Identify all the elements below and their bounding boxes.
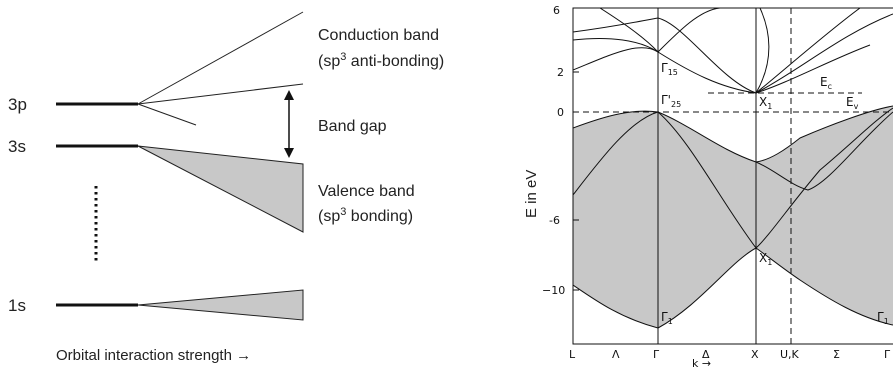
band-gap-label: Band gap (318, 118, 387, 135)
conduction-band-subtitle: (sp3 anti-bonding) (318, 51, 444, 70)
conduction-curve-3 (573, 13, 893, 94)
x-tick-Gamma: Γ (653, 348, 660, 361)
label-gamma15: Γ15 (661, 61, 678, 77)
right-diagram: 6 2 0 -6 −10 E in eV L Λ Γ Δ X U,K Σ Γ k… (523, 4, 893, 368)
valence-curve-2 (573, 107, 893, 249)
level-3p-label: 3p (8, 95, 27, 114)
label-ec: Ec (820, 75, 832, 91)
valence-bottom-curve (573, 247, 893, 329)
label-gamma25: Γ'25 (661, 93, 681, 109)
conduction-curve-5 (755, 8, 861, 94)
label-x1-mid: X1 (759, 251, 772, 267)
x-tick-Sigma: Σ (833, 348, 840, 361)
valence-region-fill (573, 106, 893, 328)
conduction-lower-line (137, 83, 304, 105)
valence-curve-3 (755, 111, 893, 191)
y-tick-neg10: −10 (542, 284, 565, 297)
label-ev: Ev (846, 95, 859, 111)
x-tick-Gamma-end: Γ (884, 348, 891, 361)
x-axis-label: k → (692, 357, 711, 368)
y-tick-neg6: -6 (549, 214, 560, 227)
y-tick-2: 2 (557, 66, 564, 79)
conduction-band-title: Conduction band (318, 27, 439, 44)
y-axis-label: E in eV (523, 170, 540, 218)
x-tick-X: X (751, 348, 759, 361)
level-1s-label: 1s (8, 296, 26, 315)
label-gamma1-right: Γ1 (877, 310, 889, 326)
1s-band-fill (137, 289, 304, 321)
left-diagram: 3p 3s 1s Conduction band (sp3 anti-bondi… (8, 11, 444, 364)
crossing-line (137, 103, 197, 126)
band-gap-arrow-head-top (284, 90, 294, 100)
valence-band-subtitle: (sp3 bonding) (318, 206, 413, 225)
valence-top-curve (573, 105, 893, 163)
y-ticks (573, 71, 579, 291)
conduction-curve-1 (573, 44, 871, 94)
y-tick-0: 0 (557, 106, 564, 119)
label-x1-top: X1 (759, 95, 772, 111)
conduction-curve-4 (599, 8, 659, 53)
x-tick-Lambda: Λ (612, 348, 620, 361)
valence-band-title: Valence band (318, 183, 415, 200)
band-gap-arrow-head-bottom (284, 148, 294, 158)
plot-frame (572, 7, 893, 345)
conduction-curve-2 (573, 8, 721, 53)
x-tick-L: L (569, 348, 576, 361)
valence-band-fill (137, 145, 304, 233)
label-gamma1-left: Γ1 (661, 310, 673, 326)
y-tick-6: 6 (553, 4, 560, 17)
x-tick-Delta: Δ (702, 348, 710, 361)
conduction-curve-6 (755, 8, 770, 94)
x-tick-UK: U,K (780, 348, 800, 361)
level-3s-label: 3s (8, 137, 26, 156)
conduction-upper-line (137, 11, 304, 105)
orbital-axis-label: Orbital interaction strength → (56, 347, 251, 364)
